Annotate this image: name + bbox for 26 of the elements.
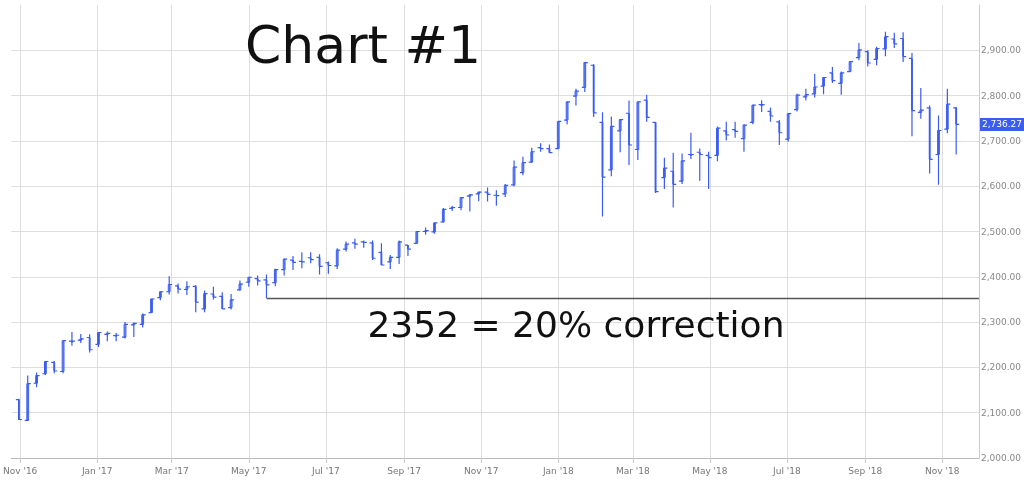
chart-title: Chart #1 (245, 15, 482, 75)
x-tick-label: Sep '17 (387, 465, 422, 476)
y-tick-label: 2,800.00 (980, 90, 1022, 101)
y-tick-label: 2,000.00 (980, 453, 1022, 463)
x-tick-label: Jul '18 (772, 465, 802, 476)
annotation: 2352 = 20% correction (367, 304, 785, 346)
y-tick-label: 2,600.00 (980, 181, 1022, 192)
x-tick-label: Nov '18 (925, 465, 960, 476)
y-tick-label: 2,100.00 (980, 407, 1022, 418)
x-tick-label: Jan '18 (541, 465, 574, 476)
x-tick-label: Nov '16 (2, 465, 38, 476)
x-tick-label: May '17 (231, 465, 267, 476)
y-tick-label: 2,700.00 (980, 135, 1022, 146)
y-tick-label: 2,300.00 (980, 317, 1022, 328)
y-tick-label: 2,400.00 (980, 271, 1022, 282)
x-tick-label: Mar '17 (154, 465, 189, 476)
x-tick-label: Nov '17 (464, 465, 499, 476)
x-tick-label: May '18 (692, 465, 728, 476)
y-tick-label: 2,500.00 (980, 226, 1022, 237)
y-tick-label: 2,900.00 (980, 45, 1022, 56)
x-tick-label: Sep '18 (848, 465, 883, 476)
x-tick-label: Mar '18 (615, 465, 650, 476)
x-tick-label: Jul '17 (311, 465, 340, 476)
x-tick-label: Jan '17 (80, 465, 113, 476)
y-tick-label: 2,200.00 (980, 362, 1022, 373)
annotation: 2,736.27 (981, 119, 1022, 130)
